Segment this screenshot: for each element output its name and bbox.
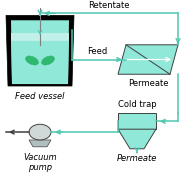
Polygon shape <box>118 45 178 74</box>
Bar <box>118 113 156 129</box>
Text: Retentate: Retentate <box>88 2 130 10</box>
Text: Permeate: Permeate <box>128 79 168 88</box>
Polygon shape <box>11 33 69 41</box>
Polygon shape <box>11 41 69 84</box>
Polygon shape <box>118 129 156 149</box>
Polygon shape <box>29 140 51 147</box>
Text: Feed: Feed <box>87 47 107 56</box>
Ellipse shape <box>29 124 51 140</box>
Polygon shape <box>6 15 74 86</box>
Text: Cold trap: Cold trap <box>118 100 156 108</box>
Polygon shape <box>11 20 69 84</box>
Text: Permeate: Permeate <box>117 154 157 163</box>
Ellipse shape <box>41 56 55 65</box>
Text: Vacuum
pump: Vacuum pump <box>23 153 57 172</box>
Text: Feed vessel: Feed vessel <box>15 92 65 101</box>
Ellipse shape <box>25 56 38 65</box>
